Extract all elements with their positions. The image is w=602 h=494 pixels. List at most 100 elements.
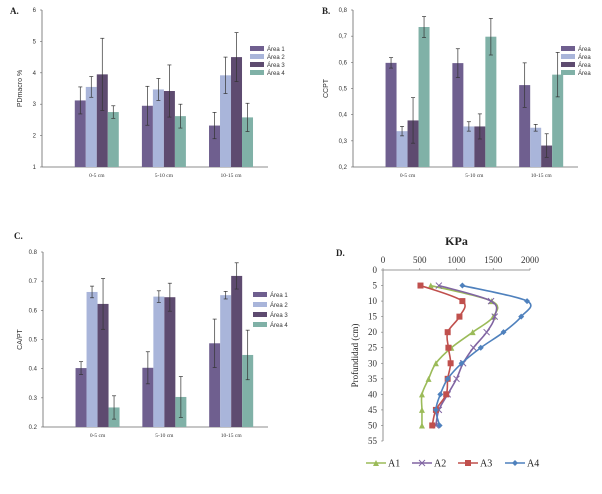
- marker-diamond: [437, 391, 444, 398]
- y-tick-label: 0.7: [29, 279, 38, 285]
- y-tick-label: 0.8: [29, 250, 38, 256]
- x-tick-label: 1000: [448, 255, 467, 265]
- chart-A: A. 1 2 3 4 5 6 PDmacro % 0-5 cm 5-10 cm 10-15 cm Ár…: [10, 6, 285, 179]
- y-tick-label: 0: [373, 265, 378, 275]
- y-tick-label: 0,6: [339, 60, 348, 66]
- bar: [530, 127, 542, 167]
- bar: [163, 91, 175, 167]
- legend-swatch: [561, 54, 575, 59]
- legend-label: Área 2: [267, 54, 285, 61]
- y-tick-label: 4: [33, 71, 37, 77]
- marker-triangle: [418, 406, 425, 413]
- marker-x: [470, 344, 477, 352]
- marker-triangle: [469, 329, 476, 336]
- legend-swatch: [253, 292, 267, 297]
- x-tick-label: 10-15 cm: [531, 173, 553, 179]
- legend-swatch: [250, 62, 264, 67]
- y-tick-label: 50: [368, 420, 378, 430]
- panel-label: C.: [14, 231, 23, 241]
- y-axis-label: Profundidad (cm): [350, 324, 360, 388]
- marker-diamond: [459, 282, 466, 289]
- marker-diamond: [477, 344, 484, 351]
- bar: [474, 126, 486, 167]
- marker-diamond: [436, 422, 443, 429]
- x-tick-label: 0-5 cm: [90, 433, 106, 439]
- marker-x: [418, 459, 426, 467]
- y-tick-label: 10: [368, 296, 378, 306]
- bar: [209, 343, 221, 427]
- x-tick-label: 5-10 cm: [155, 433, 174, 439]
- y-tick-label: 5: [33, 39, 37, 45]
- series-line: [435, 284, 532, 426]
- legend-item: A3: [458, 459, 492, 470]
- bar: [97, 303, 109, 427]
- y-axis-label: CA/PT: [17, 328, 24, 349]
- legend-swatch: [253, 322, 267, 327]
- y-tick-label: 35: [368, 374, 378, 384]
- y-tick-label: 20: [368, 327, 378, 337]
- bar: [153, 296, 165, 427]
- marker-diamond: [444, 375, 451, 382]
- y-tick-label: 0.2: [29, 425, 38, 431]
- x-tick-label: 5-10 cm: [155, 173, 174, 179]
- y-tick-label: 40: [368, 389, 378, 399]
- y-tick-label: 55: [368, 436, 378, 446]
- bar: [231, 275, 243, 427]
- y-tick-label: 0,7: [339, 34, 348, 40]
- y-tick-label: 0.3: [29, 396, 38, 402]
- bar: [231, 57, 243, 167]
- y-tick-label: 15: [368, 312, 378, 322]
- marker-diamond: [518, 313, 525, 320]
- marker-triangle: [418, 422, 425, 429]
- legend-label: Área: [578, 70, 591, 77]
- y-tick-label: 5: [373, 281, 378, 291]
- legend-swatch: [253, 312, 267, 317]
- bar: [96, 74, 108, 167]
- marker-diamond: [432, 406, 439, 413]
- y-tick-label: 25: [368, 343, 378, 353]
- bar: [396, 131, 408, 167]
- panel-label: A.: [10, 6, 19, 16]
- bar: [164, 297, 176, 427]
- legend-item: A4: [505, 459, 539, 470]
- marker-x: [487, 297, 495, 305]
- legend-swatch: [250, 70, 264, 75]
- legend-label: Área 1: [267, 46, 285, 53]
- x-tick-label: 0-5 cm: [400, 173, 416, 179]
- marker-triangle: [427, 282, 434, 289]
- bar: [86, 291, 98, 427]
- legend-item: A2: [412, 459, 446, 470]
- y-tick-label: 0,2: [339, 165, 348, 171]
- x-tick-label: 0: [381, 255, 386, 265]
- bar: [242, 354, 254, 427]
- bar: [242, 117, 254, 167]
- marker-square: [443, 391, 450, 398]
- y-tick-label: 45: [368, 405, 378, 415]
- panel-label: B.: [322, 6, 330, 16]
- y-tick-label: 0,3: [339, 139, 348, 145]
- marker-triangle: [425, 375, 432, 382]
- y-tick-label: 2: [33, 134, 37, 140]
- legend-label: Área 1: [270, 292, 288, 299]
- bar: [209, 125, 221, 167]
- bar: [463, 126, 475, 167]
- marker-x: [435, 282, 443, 289]
- x-tick-label: 2000: [521, 255, 540, 265]
- bar: [452, 63, 464, 167]
- series-A1: [418, 282, 499, 429]
- marker-square: [447, 360, 454, 367]
- y-tick-label: 0.6: [29, 308, 38, 314]
- legend-swatch: [561, 70, 575, 75]
- bar: [418, 27, 430, 168]
- y-tick-label: 0,8: [339, 8, 348, 14]
- legend-label: A3: [480, 459, 492, 470]
- y-tick-label: 0.4: [29, 367, 38, 373]
- legend-label: Área 3: [267, 62, 285, 69]
- y-tick-label: 30: [368, 358, 378, 368]
- x-tick-label: 10-15 cm: [221, 433, 243, 439]
- marker-diamond: [500, 329, 507, 336]
- x-tick-label: 1500: [484, 255, 503, 265]
- chart-title: KPa: [445, 234, 468, 248]
- bar: [220, 75, 232, 167]
